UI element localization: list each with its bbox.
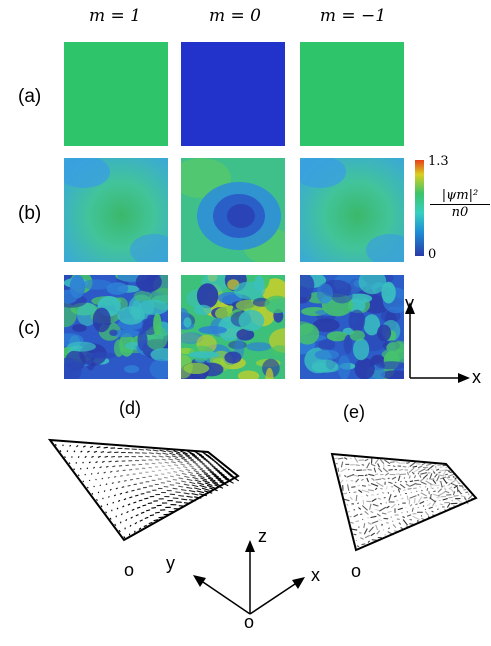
panel-d-spin-texture: [47, 438, 240, 542]
col-label-m0: m = 0: [209, 6, 261, 26]
panel-c-mminus1: [300, 275, 404, 379]
axes-2d: [405, 302, 470, 383]
colorbar-denominator: n0: [451, 205, 469, 220]
axis-2d-y-label: y: [405, 293, 414, 313]
axis-2d-x-label: x: [472, 367, 481, 387]
axis-3d-x-label: x: [311, 565, 320, 585]
row-label-a: (a): [18, 86, 42, 107]
axis-3d-origin-label: o: [244, 612, 255, 632]
col-label-m1: m = 1: [89, 6, 141, 26]
colorbar: [415, 160, 424, 256]
col-label-mminus1: m = −1: [319, 6, 387, 26]
panel-e-origin: o: [351, 561, 362, 581]
colorbar-numerator: |ψm|²: [430, 188, 490, 205]
panel-a-m0: [181, 42, 285, 146]
colorbar-quantity: |ψm|² n0: [430, 188, 490, 220]
panel-d-label: (d): [119, 398, 141, 418]
panel-e-label: (e): [343, 402, 365, 422]
panel-b-m0: [181, 158, 285, 262]
colorbar-max-label: 1.3: [428, 154, 449, 169]
panel-e-spin-texture: [330, 452, 478, 552]
panel-c-m1: [64, 275, 168, 379]
panel-a-m1: [64, 42, 168, 146]
row-label-b: (b): [18, 203, 42, 224]
axis-3d-y-label: y: [166, 553, 175, 573]
panel-b-m1: [64, 158, 168, 262]
axis-3d-z-label: z: [258, 526, 267, 546]
colorbar-min-label: 0: [428, 247, 437, 262]
axes-3d: [193, 540, 305, 615]
panel-a-mminus1: [300, 42, 404, 146]
panel-b-mminus1: [300, 158, 404, 262]
panel-d-origin: o: [124, 560, 135, 580]
panel-c-m0: [181, 275, 285, 379]
row-label-c: (c): [18, 318, 41, 339]
